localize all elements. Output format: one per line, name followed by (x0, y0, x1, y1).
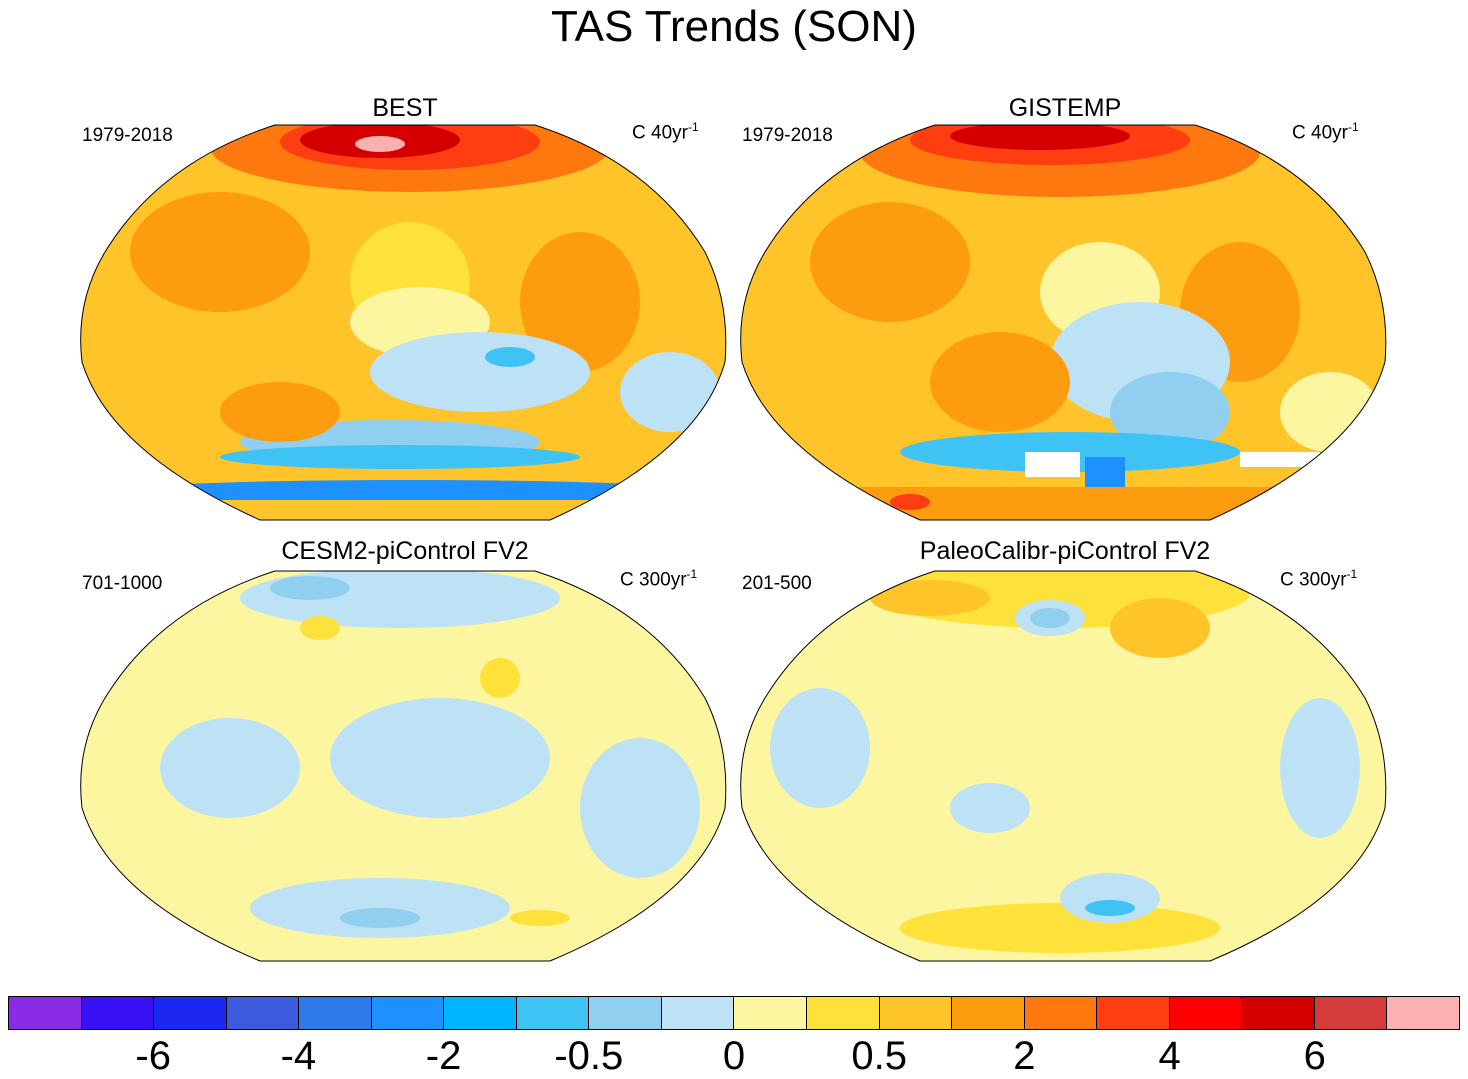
colorbar-tick-label: 4 (1158, 1034, 1181, 1078)
colorbar-tick-label: -6 (135, 1034, 171, 1078)
colorbar-box (516, 997, 590, 1029)
colorbar-box (879, 997, 953, 1029)
colorbar-box (1169, 997, 1243, 1029)
units-label: C 40yr-1 (632, 120, 699, 144)
colorbar-box (589, 997, 662, 1029)
colorbar-box (226, 997, 300, 1029)
panel-best: BEST 1979-2018 C 40yr-1 (80, 92, 730, 521)
trend-map-gistemp (740, 124, 1387, 521)
panel-title: GISTEMP (1008, 94, 1122, 122)
period-label: 201-500 (742, 573, 812, 594)
colorbar-box (299, 997, 372, 1029)
colorbar-tick-label: 0 (722, 1034, 746, 1078)
units-label: C 300yr-1 (1280, 567, 1358, 591)
figure-title: TAS Trends (SON) (551, 2, 917, 51)
colorbar-box (1024, 997, 1098, 1029)
colorbar-box (1097, 997, 1170, 1029)
colorbar-tick-label: -2 (425, 1034, 462, 1078)
colorbar-box (154, 997, 227, 1029)
panel-title: CESM2-piControl FV2 (281, 537, 529, 565)
colorbar-tick-label: -0.5 (554, 1034, 624, 1078)
colorbar-tick-label: 2 (1013, 1034, 1036, 1078)
panel-paleocalibr: PaleoCalibr-piControl FV2 201-500 C 300y… (740, 535, 1390, 962)
panel-title: PaleoCalibr-piControl FV2 (919, 537, 1211, 565)
colorbar-tick-label: 0.5 (851, 1034, 907, 1078)
period-label: 701-1000 (82, 573, 163, 594)
colorbar-box (807, 997, 880, 1029)
trend-map-best (80, 124, 727, 521)
colorbar-box (1242, 997, 1315, 1029)
panel-title: BEST (372, 94, 438, 122)
units-label: C 300yr-1 (620, 567, 698, 591)
colorbar (8, 996, 1460, 1030)
colorbar-box (734, 997, 808, 1029)
units-label: C 40yr-1 (1292, 120, 1359, 144)
colorbar-box (371, 997, 445, 1029)
colorbar-box (952, 997, 1025, 1029)
panel-gistemp: GISTEMP 1979-2018 C 40yr-1 (740, 92, 1390, 521)
colorbar-box (81, 997, 155, 1029)
panel-cesm2: CESM2-piControl FV2 701-1000 C 300yr-1 (80, 535, 730, 962)
colorbar-box (1387, 997, 1459, 1029)
colorbar-box (9, 997, 82, 1029)
trend-map-cesm2 (80, 570, 727, 962)
trend-map-paleocalibr (740, 570, 1387, 962)
colorbar-tick-label: 6 (1303, 1034, 1326, 1078)
colorbar-box (444, 997, 517, 1029)
colorbar-box (661, 997, 735, 1029)
period-label: 1979-2018 (82, 125, 173, 146)
colorbar-tick-label: -4 (280, 1034, 317, 1078)
colorbar-box (1314, 997, 1388, 1029)
period-label: 1979-2018 (742, 125, 833, 146)
